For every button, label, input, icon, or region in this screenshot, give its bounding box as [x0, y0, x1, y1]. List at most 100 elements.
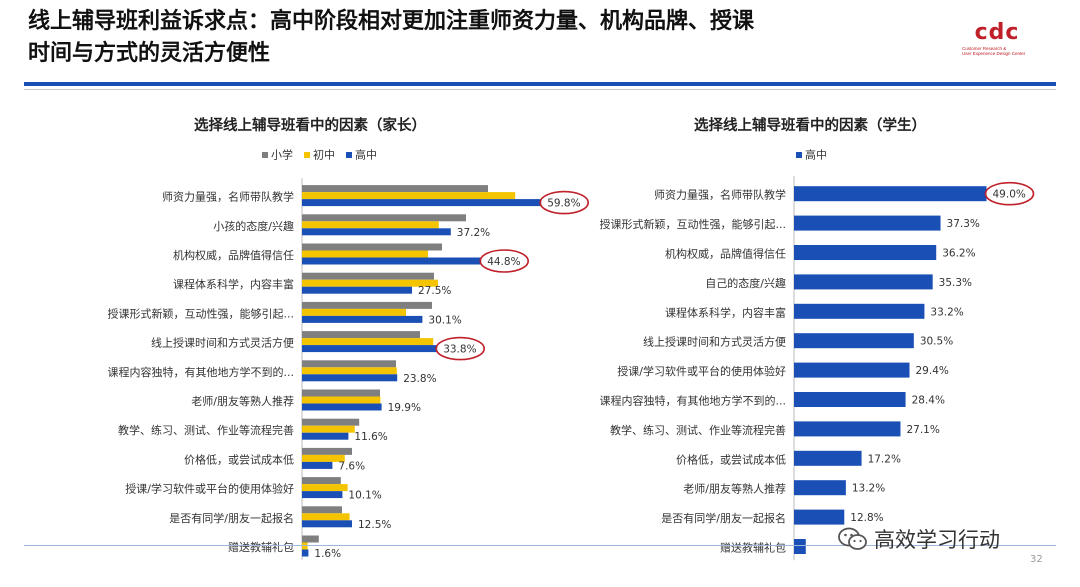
category-label: 小孩的态度/兴趣 [213, 219, 294, 233]
bar [302, 360, 396, 368]
data-label: 19.9% [388, 402, 421, 414]
data-label: 36.2% [942, 248, 975, 260]
data-label: 12.5% [358, 519, 391, 531]
bar [794, 274, 933, 290]
data-label: 27.5% [418, 285, 451, 297]
bar [302, 418, 360, 426]
bar [302, 221, 439, 229]
highlight-circle [984, 181, 1035, 206]
category-label: 授课/学习软件或平台的使用体验好 [125, 482, 294, 496]
category-label: 老师/朋友等熟人推荐 [191, 394, 294, 408]
bar [302, 535, 319, 543]
data-label: 35.3% [939, 277, 972, 289]
cdc-logo: cdc Customer Research & User Experience … [958, 18, 1036, 58]
parent-chart-title: 选择线上辅导班看中的因素（家长） [194, 118, 426, 134]
category-label: 授课形式新颖，互动性强，能够引起... [600, 217, 787, 231]
bar [302, 192, 516, 200]
bar [794, 509, 845, 525]
bar [302, 542, 308, 550]
category-label: 机构权威，品牌值得信任 [173, 248, 294, 262]
footer-rule [24, 545, 1056, 546]
data-label: 11.6% [354, 431, 387, 443]
category-label: 赠送教辅礼包 [228, 540, 294, 554]
data-label: 12.8% [850, 512, 883, 524]
legend-label: 高中 [355, 148, 377, 162]
legend-swatch [796, 152, 802, 158]
page-number: 32 [1030, 554, 1043, 565]
bar [794, 303, 925, 319]
category-label: 是否有同学/朋友一起报名 [169, 511, 294, 525]
bar [302, 425, 355, 433]
data-label: 17.2% [868, 453, 901, 465]
legend-swatch [304, 152, 310, 158]
bar [794, 215, 941, 231]
bar [302, 484, 348, 492]
category-label: 线上授课时间和方式灵活方便 [643, 335, 786, 349]
category-label: 机构权威，品牌值得信任 [665, 247, 786, 261]
bar [302, 367, 397, 375]
bar [302, 279, 438, 287]
bar [794, 480, 846, 496]
data-label: 29.4% [916, 365, 949, 377]
data-label: 7.6% [338, 460, 365, 472]
legend-label: 高中 [805, 148, 827, 162]
data-label: 33.2% [930, 306, 963, 318]
bar [302, 477, 341, 485]
data-label: 13.2% [852, 483, 885, 495]
category-label: 课程体系科学，内容丰富 [665, 305, 786, 319]
data-label: 44.8% [487, 256, 520, 268]
category-label: 师资力量强，名师带队教学 [654, 188, 786, 202]
bar [302, 447, 352, 455]
category-label: 课程内容独特，有其他地方学不到的... [600, 394, 787, 408]
data-label: 30.5% [920, 336, 953, 348]
highlight-circle [539, 190, 590, 215]
category-label: 老师/朋友等熟人推荐 [683, 482, 786, 496]
category-label: 课程体系科学，内容丰富 [173, 277, 294, 291]
category-label: 课程内容独特，有其他地方学不到的... [108, 365, 295, 379]
bar [302, 389, 380, 397]
bar [794, 245, 937, 260]
wechat-icon [838, 527, 867, 550]
bar [302, 454, 345, 462]
bar [794, 450, 862, 466]
category-label: 教学、练习、测试、作业等流程完善 [610, 423, 786, 437]
bar [794, 421, 901, 437]
bar [302, 199, 542, 207]
data-label: 30.1% [428, 314, 461, 326]
header-rule [24, 82, 1056, 86]
bar [302, 243, 442, 251]
bar [302, 549, 309, 557]
data-label: 33.8% [443, 344, 476, 356]
category-label: 自己的态度/兴趣 [705, 276, 786, 290]
category-label: 价格低，或尝试成本低 [184, 452, 294, 466]
category-label: 赠送教辅礼包 [720, 541, 786, 555]
logo-subtitle: Customer Research & User Experience Desi… [962, 46, 1026, 56]
category-label: 线上授课时间和方式灵活方便 [151, 336, 294, 350]
bar [302, 520, 352, 528]
bar [302, 432, 349, 440]
bar [302, 506, 342, 514]
bar [302, 250, 428, 258]
category-label: 教学、练习、测试、作业等流程完善 [118, 423, 294, 437]
data-label: 27.1% [906, 424, 939, 436]
bar [302, 315, 423, 323]
bar [302, 338, 434, 346]
data-label: 10.1% [348, 490, 381, 502]
category-label: 是否有同学/朋友一起报名 [661, 511, 786, 525]
data-label: 37.2% [457, 227, 490, 239]
data-label: 59.8% [547, 198, 580, 210]
bar [302, 345, 438, 353]
header-rule-thin [24, 89, 1056, 90]
bar [302, 491, 343, 499]
legend-label: 初中 [313, 148, 335, 162]
bar [302, 331, 420, 339]
legend-swatch [346, 152, 352, 158]
data-label: 1.6% [314, 548, 341, 560]
highlight-circle [435, 336, 486, 361]
bar [302, 403, 382, 411]
bar [302, 286, 412, 294]
svg-text:cdc: cdc [975, 20, 1020, 42]
bar [794, 362, 910, 378]
